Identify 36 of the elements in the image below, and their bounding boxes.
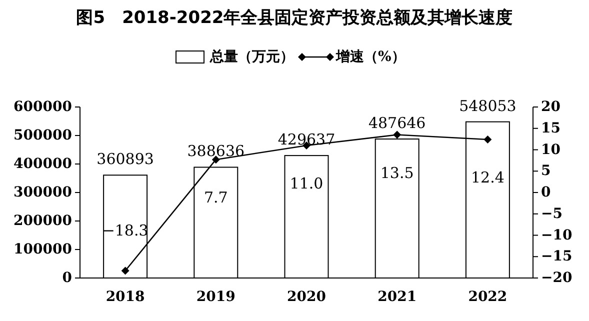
y2-tick-label: −5	[541, 206, 562, 222]
data-label: 12.4	[470, 168, 504, 186]
legend-label: 增速（%）	[335, 49, 406, 65]
data-label: 429637	[278, 130, 336, 149]
data-label: 11.0	[290, 174, 324, 192]
x-tick-label: 2020	[287, 289, 326, 305]
point	[393, 130, 402, 139]
y-tick-label: 100000	[14, 242, 72, 258]
y-tick-label: 200000	[14, 213, 72, 229]
y-tick-label: 400000	[14, 156, 72, 172]
x-tick-label: 2019	[196, 289, 236, 305]
data-label: 388636	[187, 142, 245, 160]
chart-title: 图5 2018-2022年全县固定资产投资总额及其增长速度	[76, 8, 513, 28]
point	[121, 266, 130, 275]
x-tick-label: 2021	[378, 289, 417, 305]
y-tick-label: 300000	[14, 184, 72, 200]
x-tick-label: 2022	[468, 289, 508, 305]
legend-label: 总量（万元）	[209, 49, 294, 65]
y2-tick-label: 0	[541, 184, 551, 200]
y2-tick-label: 5	[541, 163, 551, 180]
y-tick-label: 600000	[14, 99, 72, 115]
data-label: 7.7	[204, 188, 228, 207]
y2-tick-label: −20	[541, 270, 572, 286]
y-tick-label: 500000	[14, 128, 72, 144]
y2-tick-label: −10	[541, 227, 572, 244]
y2-tick-label: 20	[541, 99, 561, 115]
y-tick-label: 0	[62, 270, 72, 286]
point	[484, 135, 492, 144]
y2-tick-label: 15	[541, 120, 560, 136]
y2-tick-label: 10	[541, 142, 561, 158]
data-label: 548053	[459, 96, 516, 115]
data-label: 360893	[96, 150, 154, 168]
x-tick-label: 2018	[106, 289, 145, 305]
data-label: 487646	[368, 114, 426, 132]
y2-tick-label: −15	[541, 248, 572, 265]
data-label: 13.5	[380, 164, 414, 182]
